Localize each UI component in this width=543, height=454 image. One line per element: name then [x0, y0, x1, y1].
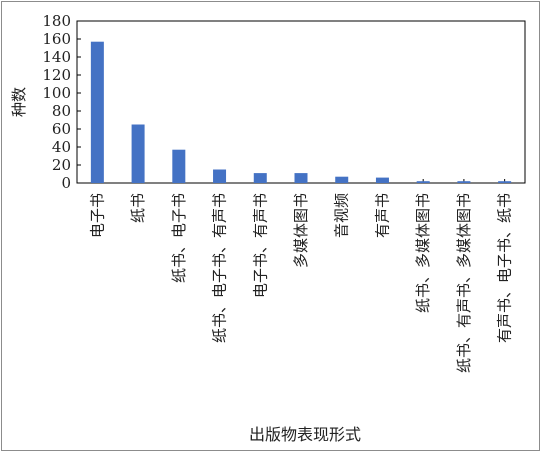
bar — [375, 177, 389, 183]
y-tick-label: 60 — [52, 120, 71, 138]
x-tick-label: 多媒体图书 — [292, 193, 310, 268]
y-tick-label: 0 — [61, 174, 71, 192]
y-tick-label: 120 — [42, 66, 71, 84]
bar — [335, 176, 349, 183]
x-tick-label: 纸书、多媒体图书 — [414, 193, 432, 313]
y-tick-label: 20 — [52, 156, 71, 174]
y-tick-label: 160 — [42, 30, 71, 48]
y-axis-label: 种数 — [10, 87, 28, 117]
x-tick-label: 电子书 — [88, 193, 106, 238]
bar — [213, 169, 227, 183]
x-axis: 电子书 纸书 纸书、电子书 纸书、电子书、有声书 电子书、有声书 多媒体图书 音视频 有声书 纸… — [88, 179, 514, 373]
bar — [131, 124, 145, 183]
bar — [498, 181, 512, 183]
bar — [90, 41, 104, 184]
x-tick-label: 音视频 — [333, 193, 351, 238]
x-tick-label: 纸书、电子书 — [170, 193, 188, 283]
bar — [416, 181, 430, 183]
y-tick-label: 100 — [42, 84, 71, 102]
x-tick-label: 有声书 — [373, 193, 391, 238]
y-tick-label: 40 — [52, 138, 71, 156]
bar — [253, 173, 267, 183]
x-tick-label: 有声书、电子书、纸书 — [496, 193, 514, 343]
y-tick-label: 80 — [52, 102, 71, 120]
x-tick-label: 纸书 — [129, 193, 147, 223]
bars — [90, 41, 512, 184]
x-axis-label: 出版物表现形式 — [249, 425, 361, 444]
y-tick-label: 180 — [42, 12, 71, 30]
y-tick-label: 140 — [42, 48, 71, 66]
bar — [294, 173, 308, 183]
bar — [457, 181, 471, 183]
x-tick-label: 纸书、电子书、有声书 — [211, 193, 229, 343]
bar — [172, 149, 186, 183]
x-tick-label: 纸书、有声书、多媒体图书 — [455, 193, 473, 373]
x-tick-label: 电子书、有声书 — [251, 193, 269, 298]
